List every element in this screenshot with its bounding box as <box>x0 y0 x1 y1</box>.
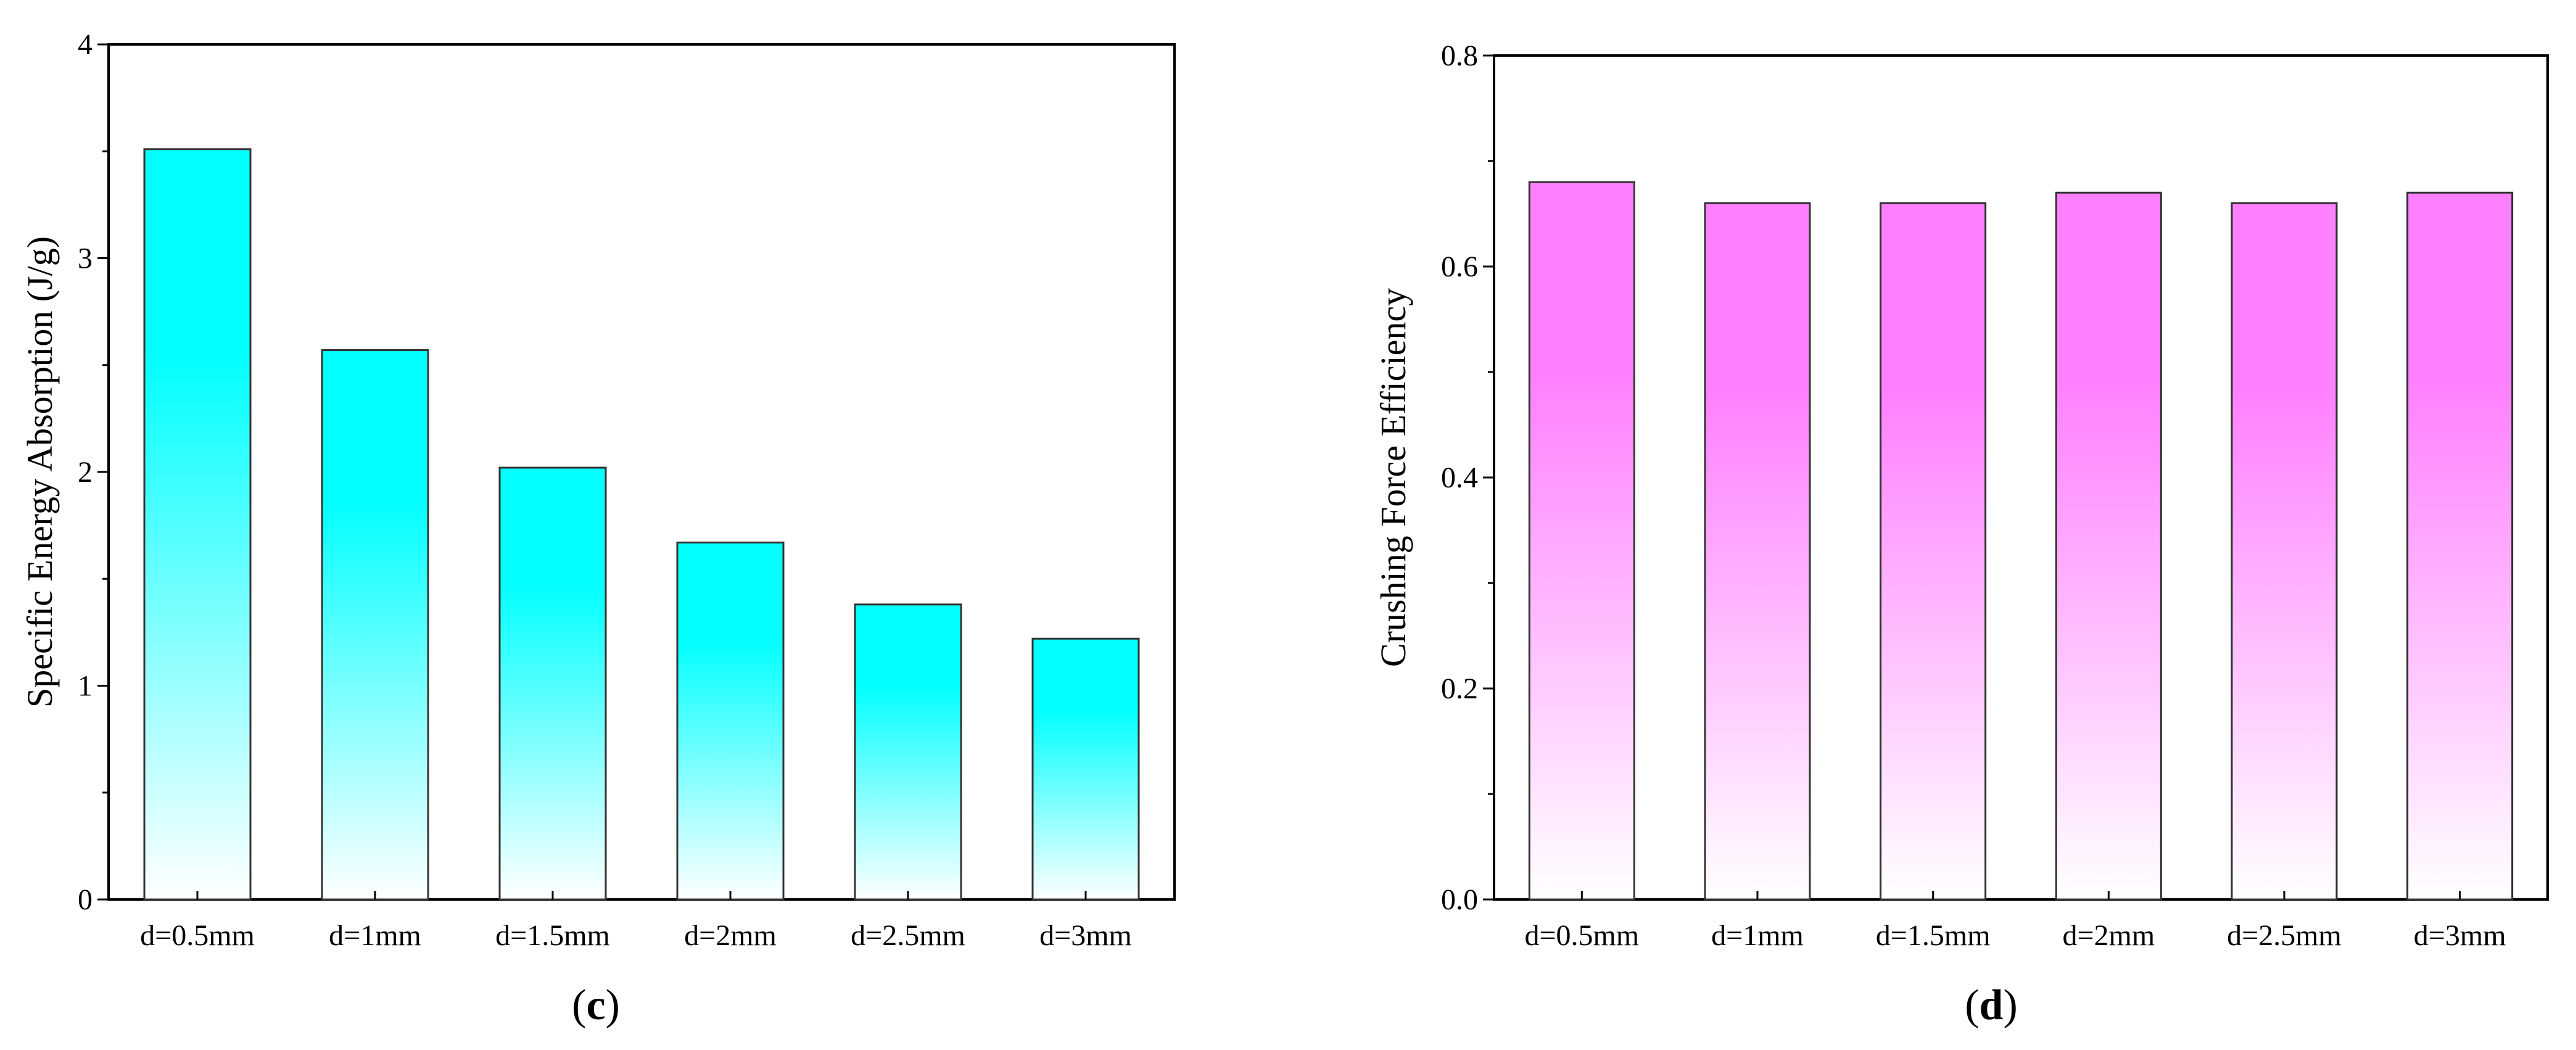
bars-group <box>1528 181 2514 901</box>
x-axis-ticks: d=0.5mm d=1mm d=1.5mm d=2mm d=2.5mm d=3mm <box>1524 891 2506 952</box>
y-tick-label: 2 <box>78 456 93 489</box>
plot-frame <box>107 43 1176 901</box>
y-tick-label: 1 <box>78 670 93 703</box>
bar-d=2mm <box>676 541 785 901</box>
x-tick-label: d=2mm <box>2062 919 2155 952</box>
x-tick-label: d=3mm <box>2414 919 2506 952</box>
bar-d=2mm <box>2055 191 2162 901</box>
x-tick-label: d=2.5mm <box>851 919 965 952</box>
bar-d=1.5mm <box>1880 202 1987 901</box>
y-tick-label: 0.2 <box>1441 672 1478 705</box>
bar-d=3mm <box>1031 637 1140 901</box>
x-tick-label: d=1.5mm <box>495 919 610 952</box>
y-tick-label: 0.6 <box>1441 250 1478 283</box>
x-tick-label: d=2.5mm <box>2227 919 2342 952</box>
y-tick-label: 0.0 <box>1441 883 1478 916</box>
panel-label-c: (c) <box>572 982 620 1029</box>
bar-d=2.5mm <box>2231 202 2338 901</box>
y-axis-title: Specific Energy Absorption (J/g) <box>20 236 60 708</box>
x-tick-label: d=1mm <box>1711 919 1804 952</box>
y-tick-label: 0 <box>78 883 93 916</box>
y-tick-label: 0.8 <box>1441 39 1478 72</box>
bar-d=1.5mm <box>498 466 607 901</box>
y-tick-label: 4 <box>78 28 93 61</box>
bar-d=1mm <box>1704 202 1811 901</box>
chart-panel-c: 0 1 2 3 4 d=0.5mm d=1mm d=1.5mm d=2mm d=2.5mm d=3… <box>20 28 1176 1029</box>
bars-group <box>143 148 1140 901</box>
x-tick-label: d=1.5mm <box>1876 919 1991 952</box>
bar-d=2.5mm <box>854 603 962 901</box>
y-axis-ticks: 0 1 2 3 4 <box>78 28 109 916</box>
y-tick-label: 3 <box>78 242 93 275</box>
bar-d=1mm <box>321 349 429 901</box>
plot-frame <box>1493 54 2549 901</box>
x-tick-label: d=0.5mm <box>140 919 255 952</box>
bar-d=0.5mm <box>143 148 252 901</box>
y-axis-title: Crushing Force Efficiency <box>1373 288 1413 667</box>
chart-panel-d: 0.0 0.2 0.4 0.6 0.8 d=0.5mm d=1mm d=1.5mm d=2mm… <box>1373 39 2549 1029</box>
x-axis-ticks: d=0.5mm d=1mm d=1.5mm d=2mm d=2.5mm d=3mm <box>140 891 1132 952</box>
x-tick-label: d=3mm <box>1039 919 1132 952</box>
bar-d=3mm <box>2406 191 2514 901</box>
x-tick-label: d=2mm <box>684 919 777 952</box>
bar-d=0.5mm <box>1528 181 1635 901</box>
y-axis-ticks: 0.0 0.2 0.4 0.6 0.8 <box>1441 39 1494 916</box>
x-tick-label: d=0.5mm <box>1524 919 1639 952</box>
panel-label-d: (d) <box>1965 982 2018 1029</box>
y-tick-label: 0.4 <box>1441 461 1478 494</box>
x-tick-label: d=1mm <box>329 919 421 952</box>
